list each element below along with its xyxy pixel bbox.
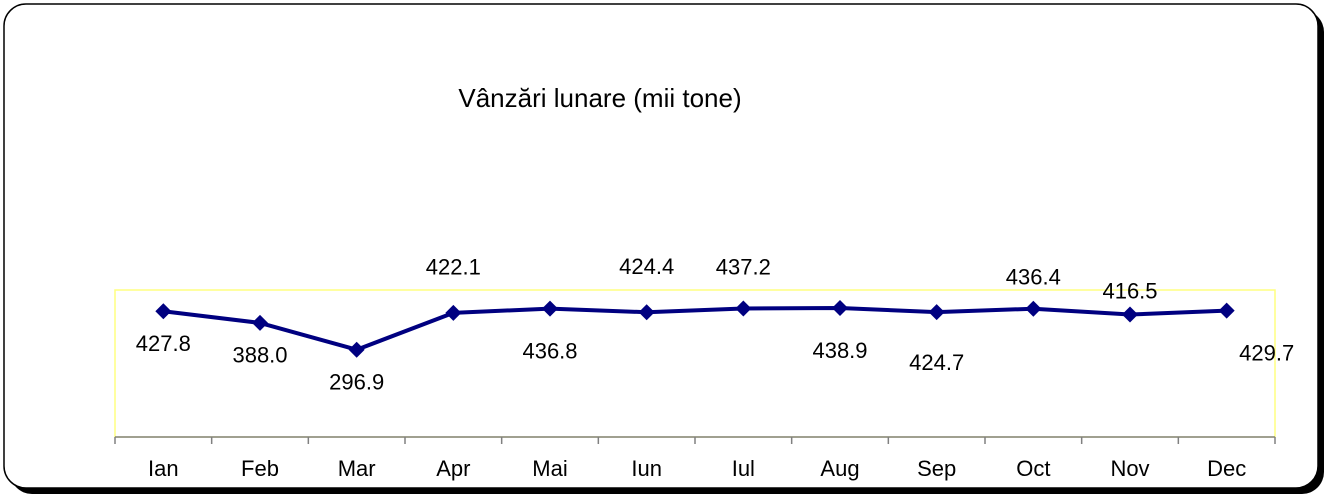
x-tick-label: Ian xyxy=(148,456,179,481)
data-label: 416.5 xyxy=(1102,278,1157,303)
x-tick-label: Iul xyxy=(732,456,755,481)
x-tick-label: Feb xyxy=(241,456,279,481)
x-tick-label: Dec xyxy=(1207,456,1246,481)
x-tick-label: Apr xyxy=(436,456,470,481)
x-tick-label: Iun xyxy=(631,456,662,481)
marker xyxy=(155,303,172,320)
data-label: 437.2 xyxy=(716,254,771,279)
data-label: 427.8 xyxy=(136,331,191,356)
data-label: 436.4 xyxy=(1006,265,1061,290)
marker xyxy=(1025,300,1042,317)
x-tick-label: Sep xyxy=(917,456,956,481)
line xyxy=(163,305,1227,352)
marker xyxy=(928,304,945,321)
data-label: 388.0 xyxy=(232,343,287,368)
marker xyxy=(1218,302,1235,319)
marker xyxy=(735,300,752,317)
data-label: 429.7 xyxy=(1239,340,1294,365)
marker xyxy=(252,314,268,331)
x-tick-label: Aug xyxy=(820,456,859,481)
data-label: 296.9 xyxy=(329,370,384,395)
marker xyxy=(832,299,848,316)
data-label: 424.4 xyxy=(619,254,674,279)
data-label: 436.8 xyxy=(522,338,577,363)
data-label: 438.9 xyxy=(812,338,867,363)
chart-title: Vânzări lunare (mii tone) xyxy=(458,83,741,113)
x-tick-label: Mar xyxy=(338,456,376,481)
data-label: 422.1 xyxy=(426,255,481,280)
marker xyxy=(638,304,655,321)
marker xyxy=(542,300,558,317)
data-label: 424.7 xyxy=(909,350,964,375)
frame xyxy=(3,3,1319,489)
marker xyxy=(348,341,365,358)
marker xyxy=(445,304,462,321)
marker xyxy=(1122,306,1138,323)
x-tick-label: Oct xyxy=(1016,456,1050,481)
x-tick-label: Mai xyxy=(532,456,567,481)
x-tick-label: Nov xyxy=(1110,456,1149,481)
